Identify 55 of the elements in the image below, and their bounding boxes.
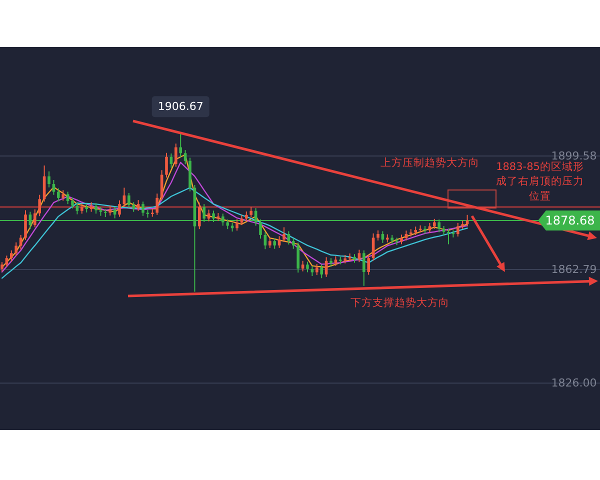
- candlestick: [179, 134, 182, 158]
- candlestick: [250, 206, 252, 218]
- annotation: 1906.67: [158, 100, 204, 114]
- text: 1883-85的区域形成了右肩顶的压力位置: [496, 160, 584, 202]
- candlestick: [0, 262, 4, 272]
- candlestick: [245, 210, 248, 222]
- candlestick: [278, 236, 281, 248]
- candlestick: [456, 222, 460, 237]
- candlestick: [400, 234, 403, 245]
- candlestick: [62, 190, 64, 202]
- candlestick: [94, 202, 98, 214]
- candlestick: [282, 226, 286, 243]
- candlestick: [34, 208, 36, 228]
- candlestick: [198, 202, 201, 230]
- candlestick: [76, 202, 79, 215]
- candlestick: [433, 218, 436, 230]
- candlestick: [165, 152, 168, 178]
- candlestick: [19, 234, 22, 250]
- candlestick: [334, 256, 338, 266]
- candlestick: [306, 261, 309, 273]
- y-tick-label: 1826.00: [551, 376, 597, 390]
- candlestick: [236, 218, 238, 232]
- candlestick: [184, 150, 187, 165]
- candlestick: [71, 197, 74, 209]
- candlestick: [362, 250, 366, 286]
- candlestick: [273, 238, 276, 250]
- candlestick: [367, 254, 370, 276]
- candlestick: [296, 242, 300, 274]
- candlestick: [80, 202, 84, 214]
- candlestick: [320, 264, 323, 279]
- candlestick: [48, 170, 50, 188]
- candlestick: [142, 201, 144, 216]
- candlestick: [24, 210, 27, 240]
- ref-line-label: 1878.68: [545, 214, 595, 228]
- annotation: 下方支撑趋势大方向: [350, 296, 450, 309]
- candlestick: [118, 200, 121, 218]
- candlestick: [316, 263, 318, 276]
- candlestick: [156, 193, 158, 216]
- candlestick: [57, 188, 60, 202]
- candlestick: [268, 236, 272, 248]
- annotation: 上方压制趋势大方向: [380, 156, 480, 169]
- candlestick: [108, 205, 112, 216]
- candlestick: [10, 250, 13, 262]
- candlestick: [292, 238, 295, 250]
- candlestick: [128, 192, 130, 208]
- candlestick: [174, 143, 178, 168]
- candlestick: [38, 194, 41, 217]
- candlestick: [372, 232, 375, 262]
- y-tick-label: 1862.79: [551, 263, 597, 276]
- candlestick: [376, 230, 380, 242]
- candlestick: [310, 266, 314, 276]
- candlestick: [66, 191, 70, 205]
- candlestick: [14, 242, 18, 256]
- line-series: [1, 187, 468, 279]
- candlestick: [132, 202, 135, 212]
